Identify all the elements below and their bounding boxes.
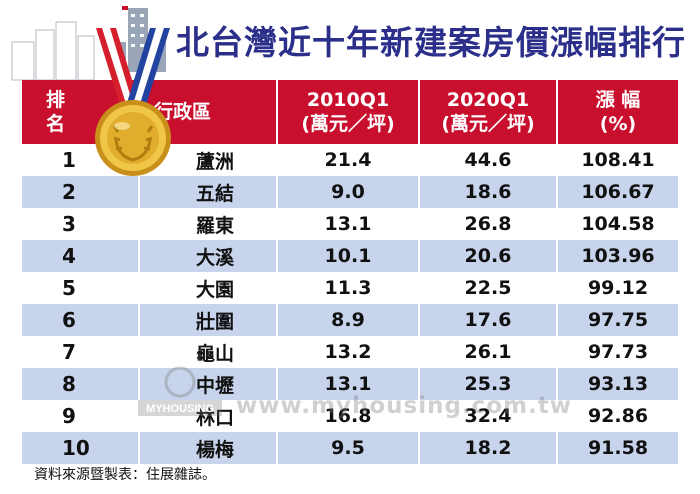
region-cell: 大園: [140, 272, 278, 304]
page-title: 北台灣近十年新建案房價漲幅排行: [176, 23, 686, 62]
table-row: 4 大溪 10.1 20.6 103.96: [22, 240, 678, 272]
value-2010-cell: 13.1: [278, 368, 420, 400]
value-2010-cell: 13.1: [278, 208, 420, 240]
region-cell: 龜山: [140, 336, 278, 368]
value-2020-cell: 32.4: [420, 400, 558, 432]
value-2020-cell: 26.1: [420, 336, 558, 368]
growth-cell: 99.12: [558, 272, 678, 304]
col-header-growth-line1: 漲 幅: [595, 89, 641, 111]
source-note: 資料來源暨製表：住展雜誌。: [34, 467, 216, 483]
table-row: 3 羅東 13.1 26.8 104.58: [22, 208, 678, 240]
col-header-growth-line2: (%): [599, 113, 637, 135]
value-2020-cell: 44.6: [420, 144, 558, 176]
rank-cell: 3: [22, 208, 140, 240]
col-header-2020-line1: 2020Q1: [446, 89, 530, 111]
gold-medal-icon: [95, 28, 171, 176]
svg-text:MYHOUSING: MYHOUSING: [146, 403, 214, 415]
value-2010-cell: 10.1: [278, 240, 420, 272]
value-2020-cell: 26.8: [420, 208, 558, 240]
growth-cell: 108.41: [558, 144, 678, 176]
table-row: 6 壯圍 8.9 17.6 97.75: [22, 304, 678, 336]
col-header-growth: 漲 幅 (%): [558, 80, 678, 144]
table-row: 5 大園 11.3 22.5 99.12: [22, 272, 678, 304]
value-2020-cell: 22.5: [420, 272, 558, 304]
value-2010-cell: 13.2: [278, 336, 420, 368]
growth-cell: 104.58: [558, 208, 678, 240]
rank-cell: 8: [22, 368, 140, 400]
watermark-text: www.myhousing.com.tw: [236, 393, 573, 419]
value-2010-cell: 21.4: [278, 144, 420, 176]
growth-cell: 91.58: [558, 432, 678, 464]
ranking-table: 排 名 行政區 2010Q1 (萬元／坪) 2020Q1 (萬元／坪) 漲 幅 …: [22, 80, 678, 464]
table-row: 8 中壢 13.1 25.3 93.13: [22, 368, 678, 400]
growth-cell: 103.96: [558, 240, 678, 272]
col-header-2010-line2: (萬元／坪): [301, 113, 395, 135]
value-2020-cell: 18.6: [420, 176, 558, 208]
value-2010-cell: 8.9: [278, 304, 420, 336]
region-cell: 楊梅: [140, 432, 278, 464]
col-header-2020-line2: (萬元／坪): [441, 113, 535, 135]
growth-cell: 97.75: [558, 304, 678, 336]
growth-cell: 92.86: [558, 400, 678, 432]
value-2010-cell: 11.3: [278, 272, 420, 304]
value-2020-cell: 18.2: [420, 432, 558, 464]
value-2010-cell: 9.0: [278, 176, 420, 208]
rank-cell: 6: [22, 304, 140, 336]
table-row: 7 龜山 13.2 26.1 97.73: [22, 336, 678, 368]
region-cell: 林口: [140, 400, 278, 432]
rank-cell: 7: [22, 336, 140, 368]
header-row: 排 名 行政區 2010Q1 (萬元／坪) 2020Q1 (萬元／坪) 漲 幅 …: [22, 80, 678, 144]
rank-cell: 10: [22, 432, 140, 464]
table-row: 2 五結 9.0 18.6 106.67: [22, 176, 678, 208]
region-cell: 五結: [140, 176, 278, 208]
value-2010-cell: 9.5: [278, 432, 420, 464]
region-cell: 羅東: [140, 208, 278, 240]
region-cell: 壯圍: [140, 304, 278, 336]
rank-cell: 5: [22, 272, 140, 304]
value-2020-cell: 17.6: [420, 304, 558, 336]
region-cell: 蘆洲: [140, 144, 278, 176]
rank-cell: 9: [22, 400, 140, 432]
value-2010-cell: 16.8: [278, 400, 420, 432]
value-2020-cell: 20.6: [420, 240, 558, 272]
region-cell: 中壢: [140, 368, 278, 400]
region-cell: 大溪: [140, 240, 278, 272]
rank-cell: 2: [22, 176, 140, 208]
table-row: 9 林口 16.8 32.4 92.86: [22, 400, 678, 432]
watermark-logo-icon: MYHOUSING: [138, 366, 222, 416]
col-header-2020: 2020Q1 (萬元／坪): [420, 80, 558, 144]
col-header-2010-line1: 2010Q1: [306, 89, 390, 111]
rank-cell: 4: [22, 240, 140, 272]
growth-cell: 106.67: [558, 176, 678, 208]
table-row: 10 楊梅 9.5 18.2 91.58: [22, 432, 678, 464]
col-header-region: 行政區: [140, 80, 278, 144]
growth-cell: 97.73: [558, 336, 678, 368]
col-header-2010: 2010Q1 (萬元／坪): [278, 80, 420, 144]
growth-cell: 93.13: [558, 368, 678, 400]
value-2020-cell: 25.3: [420, 368, 558, 400]
